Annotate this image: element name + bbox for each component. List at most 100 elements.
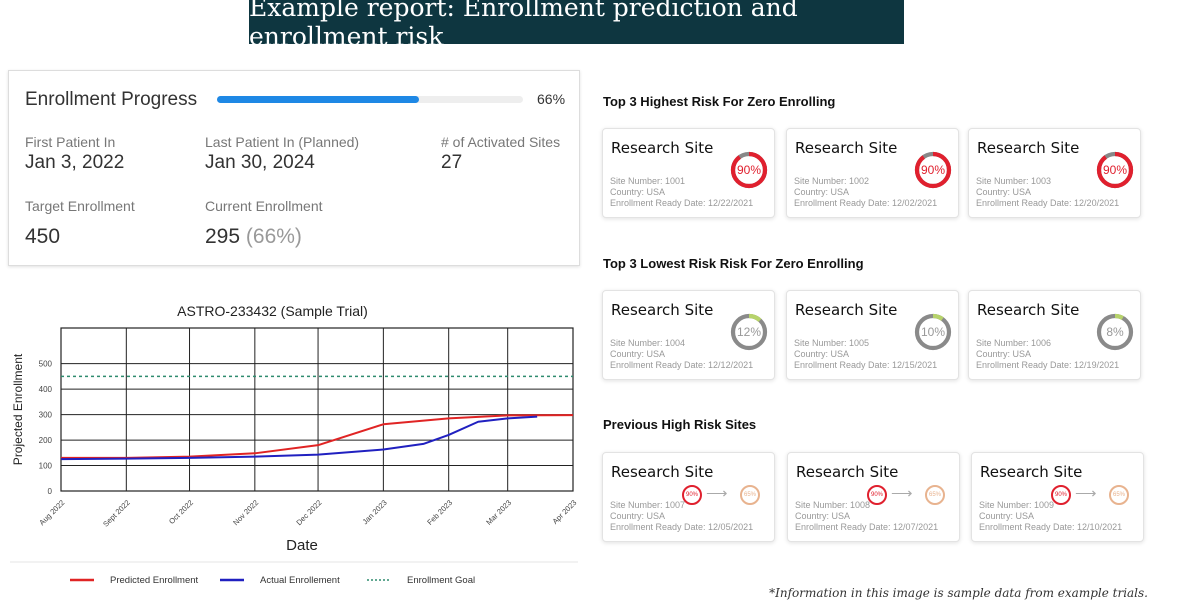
target-enrollment-value: 450 <box>25 225 61 248</box>
report-title: Example report: Enrollment prediction an… <box>249 0 798 51</box>
chart-title: ASTRO-233432 (Sample Trial) <box>177 303 368 319</box>
risk-gauge-icon <box>914 313 952 351</box>
site-meta: Site Number: 1008 Country: USA Enrollment … <box>795 500 938 533</box>
current-enrollment-count: 295 <box>205 225 241 248</box>
site-name: Research Site <box>980 463 1083 481</box>
site-country: Country: USA <box>794 349 850 359</box>
risk-trend: 90% ⟶ 65% <box>682 485 762 505</box>
y-tick-label: 100 <box>39 462 53 471</box>
site-name: Research Site <box>977 139 1080 157</box>
site-country: Country: USA <box>610 349 666 359</box>
research-site-card[interactable]: Research Site 90% Site Number: 1002 Countr… <box>786 128 959 218</box>
site-country: Country: USA <box>794 187 850 197</box>
x-tick-label: Jan 2023 <box>361 498 389 526</box>
research-site-card[interactable]: Research Site 90% Site Number: 1001 Countr… <box>602 128 775 218</box>
y-tick-label: 0 <box>48 487 53 496</box>
site-name: Research Site <box>795 301 898 319</box>
site-number: Site Number: 1005 <box>794 338 870 348</box>
site-country: Country: USA <box>610 511 666 521</box>
current-enrollment-value: 295 (66%) <box>205 225 302 249</box>
target-enrollment-label: Target Enrollment <box>25 198 135 214</box>
research-site-card[interactable]: Research Site 90% ⟶ 65% Site Number: 100… <box>602 452 775 542</box>
current-risk-badge: 65% <box>740 485 760 505</box>
site-meta: Site Number: 1002 Country: USA Enrollment … <box>794 176 937 209</box>
risk-gauge-icon <box>730 151 768 189</box>
risk-gauge: 90% <box>1096 151 1134 189</box>
risk-percent: 10% <box>920 325 946 339</box>
legend-label: Predicted Enrollment <box>110 575 199 586</box>
site-country: Country: USA <box>976 187 1032 197</box>
site-meta: Site Number: 1006 Country: USA Enrollment … <box>976 338 1119 371</box>
risk-gauge-icon <box>914 151 952 189</box>
footnote: *Information in this image is sample dat… <box>769 586 1148 600</box>
site-number: Site Number: 1004 <box>610 338 686 348</box>
risk-percent: 12% <box>736 325 762 339</box>
progress-bar <box>217 96 523 103</box>
site-meta: Site Number: 1003 Country: USA Enrollment … <box>976 176 1119 209</box>
site-meta: Site Number: 1009 Country: USA Enrollment … <box>979 500 1122 533</box>
section-title: Top 3 Lowest Risk Risk For Zero Enrollin… <box>603 256 864 271</box>
site-number: Site Number: 1007 <box>610 500 686 510</box>
risk-percent: 90% <box>736 163 762 177</box>
site-ready-date: Enrollment Ready Date: 12/20/2021 <box>976 198 1120 208</box>
risk-gauge: 90% <box>730 151 768 189</box>
site-ready-date: Enrollment Ready Date: 12/10/2021 <box>979 522 1123 532</box>
site-meta: Site Number: 1001 Country: USA Enrollment … <box>610 176 753 209</box>
risk-gauge-icon <box>1096 313 1134 351</box>
current-risk-badge: 65% <box>925 485 945 505</box>
arrow-right-icon: ⟶ <box>891 485 913 502</box>
risk-trend: 90% ⟶ 65% <box>867 485 947 505</box>
y-tick-label: 300 <box>39 411 53 420</box>
x-tick-label: Apr 2023 <box>551 498 579 526</box>
current-enrollment-label: Current Enrollment <box>205 198 323 214</box>
x-tick-label: Sept 2022 <box>101 498 132 529</box>
site-ready-date: Enrollment Ready Date: 12/12/2021 <box>610 360 754 370</box>
x-tick-label: Mar 2023 <box>484 498 513 527</box>
site-number: Site Number: 1009 <box>979 500 1055 510</box>
site-country: Country: USA <box>610 187 666 197</box>
report-title-banner: Example report: Enrollment prediction an… <box>249 0 904 51</box>
current-enrollment-percent: (66%) <box>245 225 302 248</box>
arrow-right-icon: ⟶ <box>1075 485 1097 502</box>
research-site-card[interactable]: Research Site 8% Site Number: 1006 Country… <box>968 290 1141 380</box>
current-risk-badge: 65% <box>1109 485 1129 505</box>
y-tick-label: 500 <box>39 360 53 369</box>
risk-gauge: 10% <box>914 313 952 351</box>
risk-gauge: 90% <box>914 151 952 189</box>
research-site-card[interactable]: Research Site 90% ⟶ 65% Site Number: 100… <box>971 452 1144 542</box>
legend-label: Actual Enrollement <box>260 575 340 586</box>
x-tick-label: Feb 2023 <box>425 498 454 527</box>
site-meta: Site Number: 1004 Country: USA Enrollment … <box>610 338 753 371</box>
site-meta: Site Number: 1007 Country: USA Enrollment … <box>610 500 753 533</box>
site-name: Research Site <box>795 139 898 157</box>
site-country: Country: USA <box>979 511 1035 521</box>
risk-gauge-icon <box>730 313 768 351</box>
site-number: Site Number: 1008 <box>795 500 871 510</box>
site-name: Research Site <box>611 463 714 481</box>
activated-sites-label: # of Activated Sites <box>441 134 561 150</box>
site-ready-date: Enrollment Ready Date: 12/19/2021 <box>976 360 1120 370</box>
research-site-card[interactable]: Research Site 90% ⟶ 65% Site Number: 100… <box>787 452 960 542</box>
arrow-right-icon: ⟶ <box>706 485 728 502</box>
research-site-card[interactable]: Research Site 90% Site Number: 1003 Countr… <box>968 128 1141 218</box>
last-patient-value: Jan 30, 2024 <box>205 152 315 173</box>
site-ready-date: Enrollment Ready Date: 12/07/2021 <box>795 522 939 532</box>
research-site-card[interactable]: Research Site 12% Site Number: 1004 Countr… <box>602 290 775 380</box>
research-site-card[interactable]: Research Site 10% Site Number: 1005 Countr… <box>786 290 959 380</box>
previous-risk-badge: 90% <box>1051 485 1071 505</box>
risk-trend: 90% ⟶ 65% <box>1051 485 1131 505</box>
site-meta: Site Number: 1005 Country: USA Enrollment … <box>794 338 937 371</box>
site-number: Site Number: 1006 <box>976 338 1052 348</box>
site-ready-date: Enrollment Ready Date: 12/05/2021 <box>610 522 754 532</box>
previous-risk-badge: 90% <box>867 485 887 505</box>
section-title: Previous High Risk Sites <box>603 417 757 432</box>
y-tick-label: 400 <box>39 385 53 394</box>
x-axis-title: Date <box>286 537 318 554</box>
site-name: Research Site <box>611 301 714 319</box>
site-number: Site Number: 1002 <box>794 176 870 186</box>
site-number: Site Number: 1001 <box>610 176 686 186</box>
x-tick-label: Oct 2022 <box>167 498 195 526</box>
series-line-1 <box>60 415 538 461</box>
site-ready-date: Enrollment Ready Date: 12/22/2021 <box>610 198 754 208</box>
legend-label: Enrollment Goal <box>407 575 475 586</box>
